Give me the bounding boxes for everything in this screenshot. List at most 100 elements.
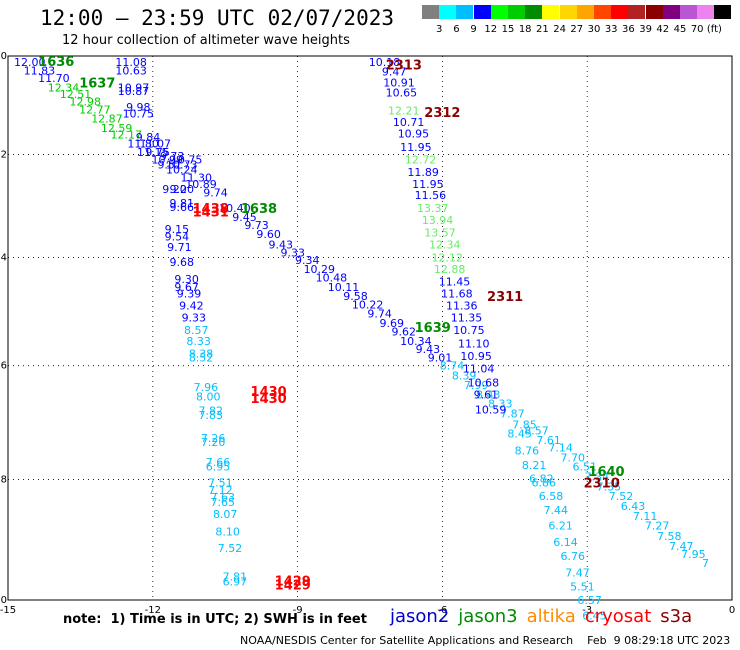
color-swatch [611, 5, 629, 19]
wave-height-value: 8.07 [213, 508, 238, 521]
satellite-legend: jason2 jason3 altika cryosat s3a [390, 606, 701, 627]
wave-height-value: 9.47 [382, 65, 407, 78]
wave-height-value: 12.72 [405, 154, 437, 167]
wave-height-value: 8.57 [184, 324, 209, 337]
wave-height-value: 12.17 [111, 128, 143, 141]
wave-height-value: 10.59 [475, 403, 507, 416]
wave-height-value: 9.34 [295, 254, 320, 267]
wave-height-value: 7.65 [211, 496, 236, 509]
map-border [7, 55, 733, 601]
color-scale-label: 39 [639, 24, 652, 35]
color-swatch [662, 5, 680, 19]
wave-height-value: 11.04 [463, 362, 495, 375]
wave-height-value: 9.51 [157, 159, 182, 172]
wave-height-value: 8.33 [186, 335, 211, 348]
wave-height-value: 7.44 [544, 504, 569, 517]
wave-height-value: 10.68 [468, 376, 500, 389]
wave-height-value: 5.51 [570, 580, 595, 593]
color-scale-label: 45 [673, 24, 687, 35]
longitude-tick-label: -15 [0, 605, 16, 616]
wave-height-value: 10.75 [123, 108, 155, 121]
longitude-tick-label: -12 [145, 605, 161, 616]
color-swatch [559, 5, 577, 19]
wave-height-value: 8.10 [215, 526, 240, 539]
color-scale-label: 24 [553, 24, 566, 35]
wave-height-value: 7.96 [194, 381, 219, 394]
map-frame [7, 55, 733, 601]
wave-height-value: 13.57 [424, 226, 456, 239]
wave-height-value: 7.52 [218, 542, 243, 555]
wave-height-value: 10.95 [398, 127, 430, 140]
wave-height-value: 10.18 [369, 56, 401, 69]
wave-height-value: 7 [702, 557, 709, 570]
wave-height-value: 6.43 [621, 500, 646, 513]
wave-height-value: 6.45 [582, 610, 607, 623]
wave-height-value: 7.95 [681, 548, 706, 561]
wave-height-value: 11.83 [24, 65, 56, 78]
wave-height-value: 12.34 [48, 82, 80, 95]
wave-height-value: 9.45 [232, 211, 257, 224]
wave-height-value: 10.89 [185, 178, 217, 191]
wave-height-value: 7.70 [560, 451, 585, 464]
color-scale-label: 30 [587, 24, 601, 35]
color-swatch [714, 5, 732, 19]
wave-height-value: 10.75 [453, 324, 485, 337]
wave-height-value: 6.97 [223, 575, 248, 588]
wave-height-value: 9.81 [170, 197, 195, 210]
chart-subtitle: 12 hour collection of altimeter wave hei… [62, 33, 350, 48]
wave-height-value: 8.39 [452, 370, 477, 383]
color-swatch [680, 5, 697, 19]
color-swatch [525, 5, 543, 19]
longitude-tick-label: 0 [729, 605, 735, 616]
wave-height-value: 6.82 [529, 472, 554, 485]
color-scale-label: 15 [501, 24, 515, 35]
wave-height-value: 12.21 [388, 105, 420, 118]
wave-height-value: 11.07 [139, 137, 171, 150]
wave-height-value: 9.20 [162, 183, 187, 196]
wave-height-value: 7.47 [669, 540, 694, 553]
wave-height-value: 9.74 [203, 187, 228, 200]
wave-height-value: 9.20 [170, 183, 195, 196]
wave-height-value: 9.01 [428, 351, 453, 364]
wave-height-value: 11.10 [458, 338, 490, 351]
wave-height-value: 10.87 [118, 85, 150, 98]
color-scale-label: 42 [656, 24, 670, 35]
longitude-tick-label: -9 [293, 605, 303, 616]
wave-height-value: 8.74 [440, 360, 465, 373]
color-scale-label: 33 [604, 24, 618, 35]
wave-height-value: 11.95 [412, 178, 444, 191]
axis-labels: -15 -12 -9 -6 -3 0 -50 -52 -54 -56 -58 -60 [0, 51, 735, 616]
wave-height-value: 11.45 [439, 275, 471, 288]
wave-height-value: 7.34 [585, 471, 610, 484]
wave-height-value: 6.86 [532, 477, 557, 490]
wave-height-value: 11.30 [180, 171, 212, 184]
wave-height-value: 13.94 [422, 214, 454, 227]
wave-height-value: 6.21 [548, 520, 573, 533]
wave-height-value: 9.73 [244, 219, 269, 232]
wave-height-value: 9.98 [126, 101, 151, 114]
wave-height-value: 11.56 [415, 189, 447, 202]
color-swatch [628, 5, 646, 19]
wave-height-value: 10.91 [383, 77, 415, 90]
color-swatch [576, 5, 594, 19]
color-scale-label: (ft) [706, 24, 722, 35]
wave-height-value: 9.54 [165, 231, 190, 244]
pass-time-label: 1430 [251, 385, 287, 400]
wave-height-value: 10.71 [393, 116, 425, 129]
wave-height-value: 13.37 [417, 202, 449, 215]
wave-height-value: 8.57 [524, 424, 549, 437]
pass-time-label: 1429 [275, 579, 311, 594]
observations: 12.0011.8311.7012.3412.5112.9812.7712.87… [14, 56, 709, 623]
wave-height-value: 12.12 [431, 252, 463, 265]
chart-title: 12:00 – 23:59 UTC 02/07/2023 [40, 6, 395, 30]
wave-height-value: 9.67 [174, 281, 199, 294]
wave-height-value: 9.84 [136, 131, 161, 144]
wave-height-value: 9.73 [160, 150, 185, 163]
wave-height-value: 7.26 [201, 432, 226, 445]
pass-time-label: 1429 [275, 574, 311, 589]
pass-time-label: 2312 [424, 106, 460, 121]
satellite-legend-altika: altika [526, 606, 576, 627]
wave-height-value: 11.70 [38, 72, 70, 85]
wave-height-value: 7.20 [201, 436, 226, 449]
